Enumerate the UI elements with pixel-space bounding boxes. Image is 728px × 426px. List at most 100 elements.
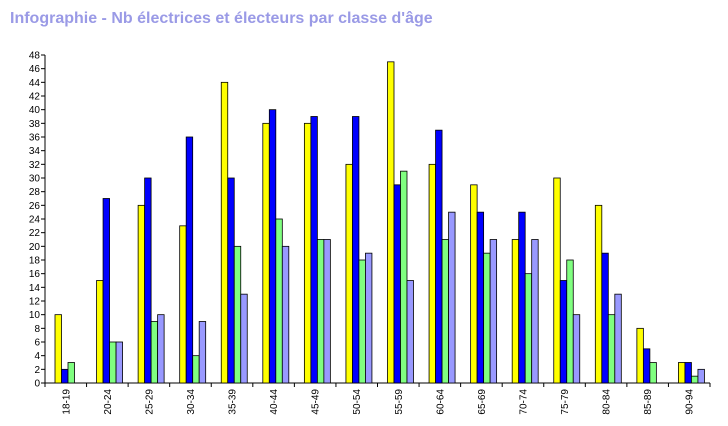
bar-50-54-series-3: [358, 259, 366, 384]
bar-70-74-series-3: [524, 273, 533, 384]
y-tick-label: 40: [29, 105, 41, 116]
bar-30-34-series-3: [192, 355, 200, 384]
bar-18-19-series-3: [67, 362, 75, 384]
bar-65-69-series-1: [470, 184, 478, 384]
bar-50-54-series-2: [352, 116, 360, 384]
y-tick-label: 30: [29, 174, 41, 185]
bar-50-54-series-4: [365, 252, 373, 384]
bar-45-49-series-4: [323, 239, 331, 384]
y-tick-label: 36: [29, 133, 41, 144]
bar-35-39-series-2: [227, 177, 235, 384]
bar-65-69-series-4: [489, 239, 498, 384]
x-tick-label: 35-39: [228, 389, 239, 415]
bar-80-84-series-4: [614, 293, 622, 384]
y-tick-label: 8: [34, 324, 40, 335]
bar-20-24-series-2: [102, 198, 110, 384]
bar-40-44-series-1: [262, 122, 270, 384]
bar-70-74-series-1: [511, 239, 520, 384]
y-tick-label: 0: [34, 379, 40, 390]
y-tick-label: 14: [29, 283, 41, 294]
bar-40-44-series-2: [268, 109, 277, 384]
bar-75-79-series-2: [559, 280, 568, 384]
bar-40-44-series-3: [275, 218, 283, 384]
bar-70-74-series-2: [518, 211, 526, 384]
y-tick-label: 34: [29, 146, 41, 157]
bar-60-64-series-2: [435, 129, 443, 384]
bar-55-59-series-2: [393, 184, 401, 384]
bar-18-19-series-1: [54, 314, 62, 384]
bar-80-84-series-2: [601, 252, 609, 384]
y-tick-label: 32: [29, 160, 41, 171]
bar-55-59-series-3: [400, 170, 408, 384]
y-tick-label: 46: [29, 64, 41, 75]
y-tick-label: 12: [29, 297, 41, 308]
y-tick-label: 28: [29, 187, 41, 198]
y-tick-label: 38: [29, 119, 41, 130]
bar-90-94-series-2: [684, 362, 692, 384]
bar-25-29-series-2: [144, 177, 152, 384]
y-tick-label: 6: [34, 338, 40, 349]
bar-25-29-series-4: [157, 314, 165, 384]
bar-25-29-series-1: [137, 204, 146, 384]
bar-60-64-series-4: [448, 211, 456, 384]
bar-20-24-series-4: [115, 341, 123, 384]
x-tick-label: 80-84: [602, 389, 613, 415]
bar-30-34-series-2: [185, 136, 194, 384]
bar-55-59-series-4: [406, 280, 414, 384]
bar-80-84-series-3: [607, 314, 616, 384]
y-tick-label: 22: [29, 228, 41, 239]
bar-60-64-series-1: [428, 163, 436, 384]
bar-85-89-series-2: [642, 348, 651, 384]
x-tick-label: 50-54: [352, 389, 363, 415]
y-tick-label: 16: [29, 269, 41, 280]
bar-30-34-series-1: [179, 225, 187, 384]
bar-80-84-series-1: [594, 204, 603, 384]
x-tick-label: 45-49: [311, 389, 322, 415]
chart-title: Infographie - Nb électrices et électeurs…: [10, 10, 433, 27]
bar-30-34-series-4: [198, 321, 207, 384]
bar-85-89-series-1: [636, 327, 644, 384]
bar-25-29-series-3: [150, 321, 159, 384]
y-tick-label: 20: [29, 242, 41, 253]
y-tick-label: 24: [29, 215, 41, 226]
x-tick-label: 55-59: [394, 389, 405, 415]
bar-35-39-series-1: [220, 81, 229, 384]
y-tick-label: 48: [29, 51, 41, 62]
x-tick-label: 30-34: [186, 389, 197, 415]
bar-55-59-series-1: [387, 61, 395, 384]
bar-35-39-series-3: [233, 245, 242, 384]
bar-75-79-series-1: [553, 177, 561, 384]
x-tick-label: 25-29: [144, 389, 155, 415]
bar-75-79-series-4: [572, 314, 581, 384]
y-tick-label: 2: [34, 365, 40, 376]
x-tick-label: 20-24: [103, 389, 114, 415]
bar-90-94-series-4: [697, 368, 705, 384]
x-tick-label: 40-44: [269, 389, 280, 415]
bar-20-24-series-3: [109, 341, 117, 384]
x-tick-label: 85-89: [643, 389, 654, 415]
x-tick-label: 65-69: [477, 389, 488, 415]
bar-70-74-series-4: [531, 239, 539, 384]
bar-65-69-series-3: [483, 252, 491, 384]
x-tick-label: 70-74: [518, 389, 529, 415]
y-tick-label: 26: [29, 201, 41, 212]
bar-50-54-series-1: [345, 163, 353, 384]
y-tick-label: 44: [29, 78, 41, 89]
x-tick-label: 75-79: [560, 389, 571, 415]
x-tick-label: 90-94: [685, 389, 696, 415]
bar-75-79-series-3: [566, 259, 574, 384]
bar-45-49-series-2: [310, 116, 318, 384]
bar-35-39-series-4: [240, 293, 248, 384]
y-tick-label: 4: [34, 351, 40, 362]
bar-90-94-series-1: [678, 362, 686, 384]
bar-45-49-series-3: [316, 239, 325, 384]
bar-60-64-series-3: [441, 239, 449, 384]
bar-85-89-series-3: [649, 362, 657, 384]
x-tick-label: 60-64: [435, 389, 446, 415]
bar-90-94-series-3: [691, 375, 699, 384]
bar-20-24-series-1: [96, 280, 104, 384]
y-tick-label: 42: [29, 92, 41, 103]
x-tick-label: 18-19: [61, 389, 72, 415]
y-tick-label: 18: [29, 256, 41, 267]
